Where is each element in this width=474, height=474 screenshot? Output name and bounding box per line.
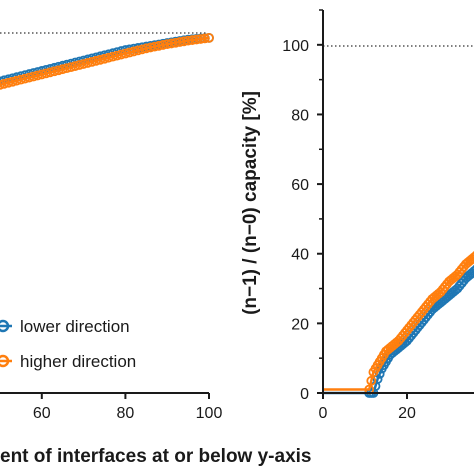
right-y-tick-label: 80 [291,107,309,124]
left-data-point [199,33,210,44]
legend: lower direction higher direction [0,317,136,371]
right-data-point [471,265,474,274]
left-data-point [204,32,214,43]
right-data-point [372,374,383,384]
right-y-tick-label: 100 [282,38,309,55]
legend-label-higher-direction: higher direction [20,352,136,371]
right-series-lower-direction [323,265,474,398]
right-data-point [469,266,474,277]
right-data-point [471,251,474,260]
left-panel-series [0,32,214,90]
right-y-tick-label: 0 [300,386,309,403]
right-y-tick-label: 60 [291,177,309,194]
x-axis-title: ent of interfaces at or below y-axis [0,446,311,467]
legend-entry-lower-direction: lower direction [0,317,130,336]
left-panel: 60 80 100 lower direction higher direction [0,32,223,422]
right-panel-series [323,251,474,398]
legend-swatch-lower-marker [0,319,10,333]
right-panel-y-ticks: 0 20 40 60 80 100 [282,9,323,403]
right-panel-y-axis-title: (n−1) / (n−0) capacity [%] [240,91,261,315]
right-x-tick-label: 0 [319,405,328,422]
left-x-tick-label: 100 [196,405,223,422]
legend-swatch-higher-marker [0,354,10,368]
right-y-tick-label: 20 [291,316,309,333]
right-y-tick-label: 40 [291,247,309,264]
right-data-point [366,375,377,386]
legend-entry-higher-direction: higher direction [0,352,136,371]
legend-label-lower-direction: lower direction [20,317,130,336]
left-series-higher-direction [0,32,214,90]
right-series-line-0 [323,269,474,395]
left-x-tick-label: 60 [33,405,51,422]
left-x-tick-label: 80 [117,405,135,422]
right-x-tick-label: 20 [398,405,416,422]
left-panel-x-ticks: 60 80 100 [33,393,223,422]
right-series-higher-direction [323,251,474,395]
left-series-line-1 [0,36,210,87]
right-data-point [469,252,474,263]
